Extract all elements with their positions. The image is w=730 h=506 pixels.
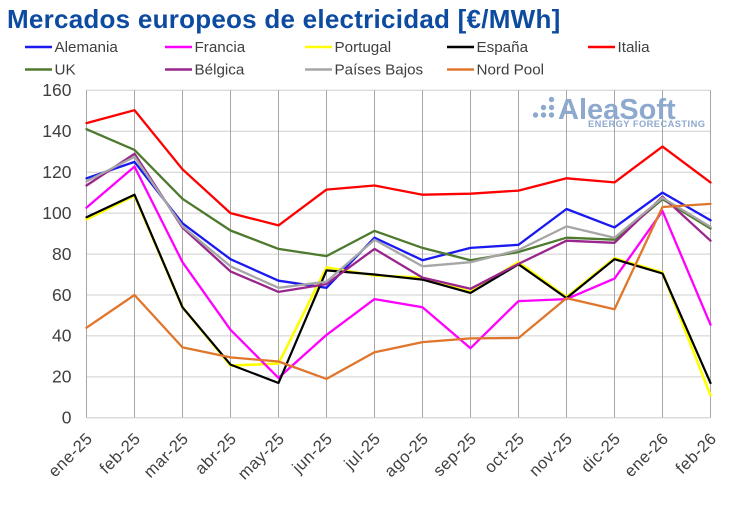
svg-text:España: España <box>477 39 529 56</box>
svg-text:Nord Pool: Nord Pool <box>477 62 545 79</box>
svg-text:Bélgica: Bélgica <box>195 62 245 79</box>
svg-text:Francia: Francia <box>195 39 246 56</box>
svg-text:0: 0 <box>62 408 72 428</box>
svg-text:Italia: Italia <box>618 39 651 56</box>
svg-text:80: 80 <box>52 244 72 264</box>
svg-text:ENERGY FORECASTING: ENERGY FORECASTING <box>588 119 705 129</box>
svg-text:Países Bajos: Países Bajos <box>335 62 424 79</box>
svg-text:Mercados europeos de electrici: Mercados europeos de electricidad [€/MWh… <box>7 4 560 34</box>
svg-text:Alemania: Alemania <box>55 39 119 56</box>
svg-text:Portugal: Portugal <box>335 39 392 56</box>
svg-text:140: 140 <box>42 121 71 141</box>
svg-text:60: 60 <box>52 285 72 305</box>
svg-text:20: 20 <box>52 367 72 387</box>
svg-text:UK: UK <box>55 62 76 79</box>
svg-text:AleaSoft: AleaSoft <box>558 94 676 126</box>
svg-text:40: 40 <box>52 326 72 346</box>
svg-text:160: 160 <box>42 80 71 100</box>
svg-text:100: 100 <box>42 203 71 223</box>
svg-text:120: 120 <box>42 162 71 182</box>
